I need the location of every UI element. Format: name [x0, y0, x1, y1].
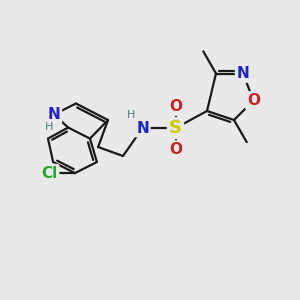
- Text: H: H: [127, 110, 135, 121]
- Text: H: H: [45, 122, 54, 132]
- Text: N: N: [48, 107, 60, 122]
- Text: O: O: [247, 93, 260, 108]
- Text: N: N: [136, 121, 149, 136]
- Text: Cl: Cl: [41, 166, 58, 181]
- Text: O: O: [169, 142, 182, 157]
- Text: O: O: [169, 99, 182, 114]
- Text: N: N: [237, 66, 249, 81]
- Text: S: S: [169, 119, 182, 137]
